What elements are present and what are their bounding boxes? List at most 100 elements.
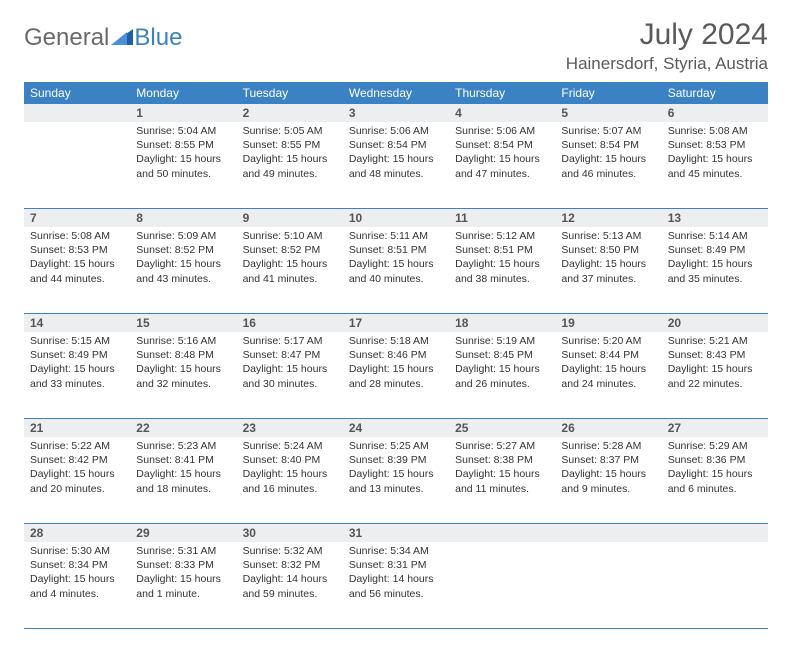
day-cell: Sunrise: 5:09 AMSunset: 8:52 PMDaylight:… xyxy=(130,227,236,314)
sunrise: Sunrise: 5:23 AM xyxy=(136,439,230,453)
day-cell: Sunrise: 5:19 AMSunset: 8:45 PMDaylight:… xyxy=(449,332,555,419)
sunset: Sunset: 8:54 PM xyxy=(349,138,443,152)
sunrise: Sunrise: 5:07 AM xyxy=(561,124,655,138)
day-number: 19 xyxy=(555,314,661,333)
col-tue: Tuesday xyxy=(237,82,343,104)
daylight: Daylight: 15 hours and 20 minutes. xyxy=(30,467,124,495)
sunset: Sunset: 8:55 PM xyxy=(136,138,230,152)
sunrise: Sunrise: 5:17 AM xyxy=(243,334,337,348)
day-number: 15 xyxy=(130,314,236,333)
sunrise: Sunrise: 5:16 AM xyxy=(136,334,230,348)
sunset: Sunset: 8:53 PM xyxy=(30,243,124,257)
sunrise: Sunrise: 5:27 AM xyxy=(455,439,549,453)
day-number: 7 xyxy=(24,209,130,228)
sunset: Sunset: 8:34 PM xyxy=(30,558,124,572)
day-number: 6 xyxy=(662,104,768,122)
sunrise: Sunrise: 5:06 AM xyxy=(349,124,443,138)
header: General Blue July 2024 Hainersdorf, Styr… xyxy=(24,18,768,74)
sunrise: Sunrise: 5:08 AM xyxy=(30,229,124,243)
day-cell: Sunrise: 5:17 AMSunset: 8:47 PMDaylight:… xyxy=(237,332,343,419)
day-cell: Sunrise: 5:27 AMSunset: 8:38 PMDaylight:… xyxy=(449,437,555,524)
sunset: Sunset: 8:51 PM xyxy=(349,243,443,257)
sunrise: Sunrise: 5:21 AM xyxy=(668,334,762,348)
day-cell: Sunrise: 5:23 AMSunset: 8:41 PMDaylight:… xyxy=(130,437,236,524)
sunset: Sunset: 8:33 PM xyxy=(136,558,230,572)
col-sat: Saturday xyxy=(662,82,768,104)
daylight: Daylight: 15 hours and 46 minutes. xyxy=(561,152,655,180)
day-number: 26 xyxy=(555,419,661,438)
day-cell: Sunrise: 5:05 AMSunset: 8:55 PMDaylight:… xyxy=(237,122,343,209)
sunset: Sunset: 8:36 PM xyxy=(668,453,762,467)
daylight: Daylight: 15 hours and 18 minutes. xyxy=(136,467,230,495)
logo-triangle-icon xyxy=(111,24,133,52)
daynum-row: 21222324252627 xyxy=(24,419,768,438)
daylight: Daylight: 15 hours and 44 minutes. xyxy=(30,257,124,285)
calendar-table: Sunday Monday Tuesday Wednesday Thursday… xyxy=(24,82,768,629)
day-cell: Sunrise: 5:32 AMSunset: 8:32 PMDaylight:… xyxy=(237,542,343,629)
day-number: 25 xyxy=(449,419,555,438)
day-cell: Sunrise: 5:29 AMSunset: 8:36 PMDaylight:… xyxy=(662,437,768,524)
day-number: 18 xyxy=(449,314,555,333)
daylight: Daylight: 15 hours and 26 minutes. xyxy=(455,362,549,390)
day-number: 27 xyxy=(662,419,768,438)
sunrise: Sunrise: 5:22 AM xyxy=(30,439,124,453)
week-row: Sunrise: 5:04 AMSunset: 8:55 PMDaylight:… xyxy=(24,122,768,209)
sunrise: Sunrise: 5:08 AM xyxy=(668,124,762,138)
day-number: 23 xyxy=(237,419,343,438)
day-number: 24 xyxy=(343,419,449,438)
week-row: Sunrise: 5:30 AMSunset: 8:34 PMDaylight:… xyxy=(24,542,768,629)
day-cell: Sunrise: 5:06 AMSunset: 8:54 PMDaylight:… xyxy=(449,122,555,209)
weekday-header-row: Sunday Monday Tuesday Wednesday Thursday… xyxy=(24,82,768,104)
day-number: 2 xyxy=(237,104,343,122)
daylight: Daylight: 15 hours and 33 minutes. xyxy=(30,362,124,390)
day-cell xyxy=(555,542,661,629)
day-cell: Sunrise: 5:20 AMSunset: 8:44 PMDaylight:… xyxy=(555,332,661,419)
sunset: Sunset: 8:31 PM xyxy=(349,558,443,572)
daylight: Daylight: 15 hours and 43 minutes. xyxy=(136,257,230,285)
daylight: Daylight: 15 hours and 41 minutes. xyxy=(243,257,337,285)
col-wed: Wednesday xyxy=(343,82,449,104)
col-fri: Friday xyxy=(555,82,661,104)
day-cell: Sunrise: 5:18 AMSunset: 8:46 PMDaylight:… xyxy=(343,332,449,419)
day-number: 16 xyxy=(237,314,343,333)
sunrise: Sunrise: 5:25 AM xyxy=(349,439,443,453)
day-cell: Sunrise: 5:08 AMSunset: 8:53 PMDaylight:… xyxy=(662,122,768,209)
day-number: 31 xyxy=(343,524,449,543)
daylight: Daylight: 15 hours and 28 minutes. xyxy=(349,362,443,390)
sunrise: Sunrise: 5:34 AM xyxy=(349,544,443,558)
sunrise: Sunrise: 5:32 AM xyxy=(243,544,337,558)
day-cell: Sunrise: 5:30 AMSunset: 8:34 PMDaylight:… xyxy=(24,542,130,629)
location: Hainersdorf, Styria, Austria xyxy=(566,54,768,74)
daylight: Daylight: 15 hours and 11 minutes. xyxy=(455,467,549,495)
sunrise: Sunrise: 5:28 AM xyxy=(561,439,655,453)
sunrise: Sunrise: 5:19 AM xyxy=(455,334,549,348)
sunset: Sunset: 8:48 PM xyxy=(136,348,230,362)
day-cell: Sunrise: 5:07 AMSunset: 8:54 PMDaylight:… xyxy=(555,122,661,209)
week-row: Sunrise: 5:15 AMSunset: 8:49 PMDaylight:… xyxy=(24,332,768,419)
sunset: Sunset: 8:32 PM xyxy=(243,558,337,572)
day-number: 11 xyxy=(449,209,555,228)
day-cell: Sunrise: 5:22 AMSunset: 8:42 PMDaylight:… xyxy=(24,437,130,524)
day-cell: Sunrise: 5:28 AMSunset: 8:37 PMDaylight:… xyxy=(555,437,661,524)
daylight: Daylight: 15 hours and 32 minutes. xyxy=(136,362,230,390)
sunrise: Sunrise: 5:09 AM xyxy=(136,229,230,243)
day-number xyxy=(449,524,555,543)
sunset: Sunset: 8:49 PM xyxy=(30,348,124,362)
day-cell xyxy=(24,122,130,209)
day-cell: Sunrise: 5:12 AMSunset: 8:51 PMDaylight:… xyxy=(449,227,555,314)
col-mon: Monday xyxy=(130,82,236,104)
sunrise: Sunrise: 5:31 AM xyxy=(136,544,230,558)
logo: General Blue xyxy=(24,24,182,52)
sunset: Sunset: 8:38 PM xyxy=(455,453,549,467)
daylight: Daylight: 15 hours and 4 minutes. xyxy=(30,572,124,600)
day-number: 20 xyxy=(662,314,768,333)
sunset: Sunset: 8:54 PM xyxy=(561,138,655,152)
sunset: Sunset: 8:52 PM xyxy=(136,243,230,257)
sunset: Sunset: 8:47 PM xyxy=(243,348,337,362)
day-cell: Sunrise: 5:08 AMSunset: 8:53 PMDaylight:… xyxy=(24,227,130,314)
sunset: Sunset: 8:46 PM xyxy=(349,348,443,362)
sunrise: Sunrise: 5:18 AM xyxy=(349,334,443,348)
daylight: Daylight: 15 hours and 30 minutes. xyxy=(243,362,337,390)
week-row: Sunrise: 5:22 AMSunset: 8:42 PMDaylight:… xyxy=(24,437,768,524)
sunset: Sunset: 8:51 PM xyxy=(455,243,549,257)
